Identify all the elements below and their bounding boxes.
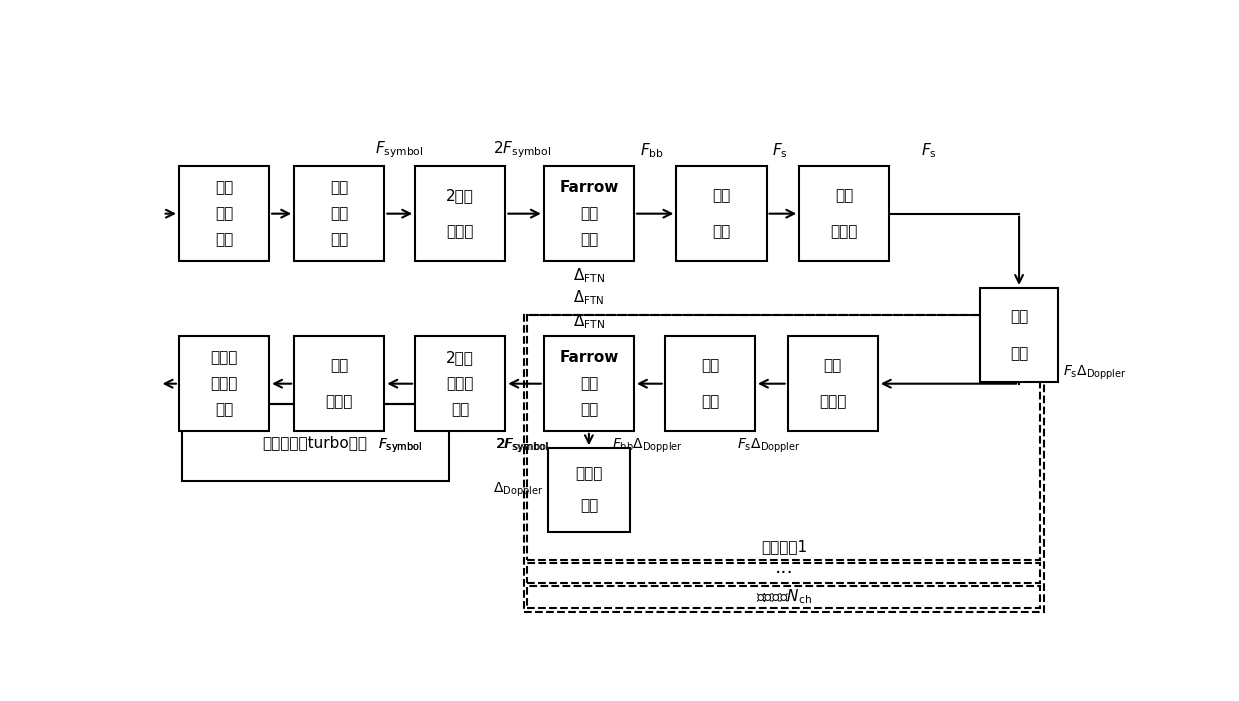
Text: 2倍升: 2倍升: [446, 188, 475, 203]
Bar: [528, 563, 1041, 583]
Bar: [294, 166, 384, 261]
Text: 自适应: 自适应: [446, 376, 473, 391]
Text: 软输入: 软输入: [211, 350, 238, 365]
Text: $F_{\mathrm{symbol}}$: $F_{\mathrm{symbol}}$: [374, 139, 422, 160]
Text: 水声: 水声: [1010, 309, 1028, 325]
Bar: [294, 336, 384, 431]
Text: 正交: 正交: [835, 188, 854, 203]
Bar: [548, 448, 629, 532]
Bar: [788, 336, 878, 431]
Text: 滤波: 滤波: [701, 395, 719, 409]
Bar: [524, 315, 1044, 612]
Text: $2F_{\mathrm{symbol}}$: $2F_{\mathrm{symbol}}$: [493, 139, 550, 160]
Bar: [415, 336, 506, 431]
Text: $F_{\mathrm{s}}\Delta_{\mathrm{Doppler}}$: $F_{\mathrm{s}}\Delta_{\mathrm{Doppler}}…: [737, 436, 800, 455]
Text: $F_{\mathrm{symbol}}$: $F_{\mathrm{symbol}}$: [378, 436, 421, 455]
Text: $2F_{\mathrm{symbol}}$: $2F_{\mathrm{symbol}}$: [496, 436, 548, 455]
Text: 上混频: 上混频: [830, 224, 857, 239]
Text: ···: ···: [774, 564, 793, 583]
Text: 软输出: 软输出: [211, 376, 238, 391]
Text: 均衡: 均衡: [451, 402, 470, 417]
Text: 下混频: 下混频: [819, 395, 846, 409]
Text: 滤波: 滤波: [712, 224, 731, 239]
Text: 格雷: 格雷: [330, 180, 348, 195]
Text: 抽取: 抽取: [701, 358, 719, 373]
Text: Farrow: Farrow: [559, 350, 618, 365]
Text: 压缩: 压缩: [580, 233, 598, 247]
Text: $F_{\mathrm{bb}}\Delta_{\mathrm{Doppler}}$: $F_{\mathrm{bb}}\Delta_{\mathrm{Doppler}…: [612, 436, 683, 455]
Text: 接收通道1: 接收通道1: [761, 539, 807, 554]
Bar: [178, 166, 269, 261]
Text: 信道: 信道: [1010, 346, 1028, 361]
Text: 符号: 符号: [330, 358, 348, 373]
Text: $\Delta_{\mathrm{Doppler}}$: $\Delta_{\mathrm{Doppler}}$: [493, 481, 543, 499]
Bar: [799, 166, 890, 261]
Bar: [665, 336, 755, 431]
Text: 接收通道$N_{\mathrm{ch}}$: 接收通道$N_{\mathrm{ch}}$: [756, 587, 812, 606]
Text: $2F_{\mathrm{symbol}}$: $2F_{\mathrm{symbol}}$: [496, 436, 549, 455]
Text: 长度: 长度: [580, 206, 598, 221]
Text: 编码: 编码: [214, 233, 233, 247]
Text: 正交: 正交: [824, 358, 843, 373]
Text: 译码: 译码: [214, 402, 233, 417]
Bar: [182, 404, 449, 481]
Text: $F_{\mathrm{s}}$: $F_{\mathrm{s}}$: [772, 142, 788, 160]
Text: 插值: 插值: [712, 188, 731, 203]
Text: $F_{\mathrm{s}}\Delta_{\mathrm{Doppler}}$: $F_{\mathrm{s}}\Delta_{\mathrm{Doppler}}…: [1063, 364, 1126, 382]
Text: $F_{\mathrm{bb}}$: $F_{\mathrm{bb}}$: [641, 142, 664, 160]
Text: 2倍率: 2倍率: [446, 350, 475, 365]
Text: $F_{\mathrm{symbol}}$: $F_{\mathrm{symbol}}$: [378, 436, 421, 455]
Bar: [980, 288, 1058, 382]
Text: 匹配: 匹配: [214, 206, 233, 221]
Text: 映射: 映射: [330, 233, 348, 247]
Text: 符号: 符号: [330, 206, 348, 221]
Text: $\Delta_{\mathrm{FTN}}$: $\Delta_{\mathrm{FTN}}$: [572, 313, 605, 331]
Bar: [528, 586, 1041, 608]
Text: Farrow: Farrow: [559, 180, 618, 195]
Text: 多普勒: 多普勒: [575, 466, 602, 482]
Text: $\Delta_{\mathrm{FTN}}$: $\Delta_{\mathrm{FTN}}$: [572, 266, 605, 285]
Text: 估计: 估计: [580, 498, 598, 514]
Text: 直接自适应turbo均衡: 直接自适应turbo均衡: [263, 435, 368, 450]
Text: $F_{\mathrm{s}}$: $F_{\mathrm{s}}$: [921, 142, 937, 160]
Text: $\Delta_{\mathrm{FTN}}$: $\Delta_{\mathrm{FTN}}$: [574, 288, 605, 306]
Text: 信道: 信道: [214, 180, 233, 195]
Bar: [676, 166, 767, 261]
Bar: [178, 336, 269, 431]
Text: 恢复: 恢复: [580, 402, 598, 417]
Bar: [415, 166, 506, 261]
Bar: [544, 166, 634, 261]
Text: 长度: 长度: [580, 376, 598, 391]
Bar: [544, 336, 634, 431]
Text: 采样率: 采样率: [446, 224, 473, 239]
Text: 解映射: 解映射: [326, 395, 353, 409]
Bar: [528, 315, 1041, 560]
